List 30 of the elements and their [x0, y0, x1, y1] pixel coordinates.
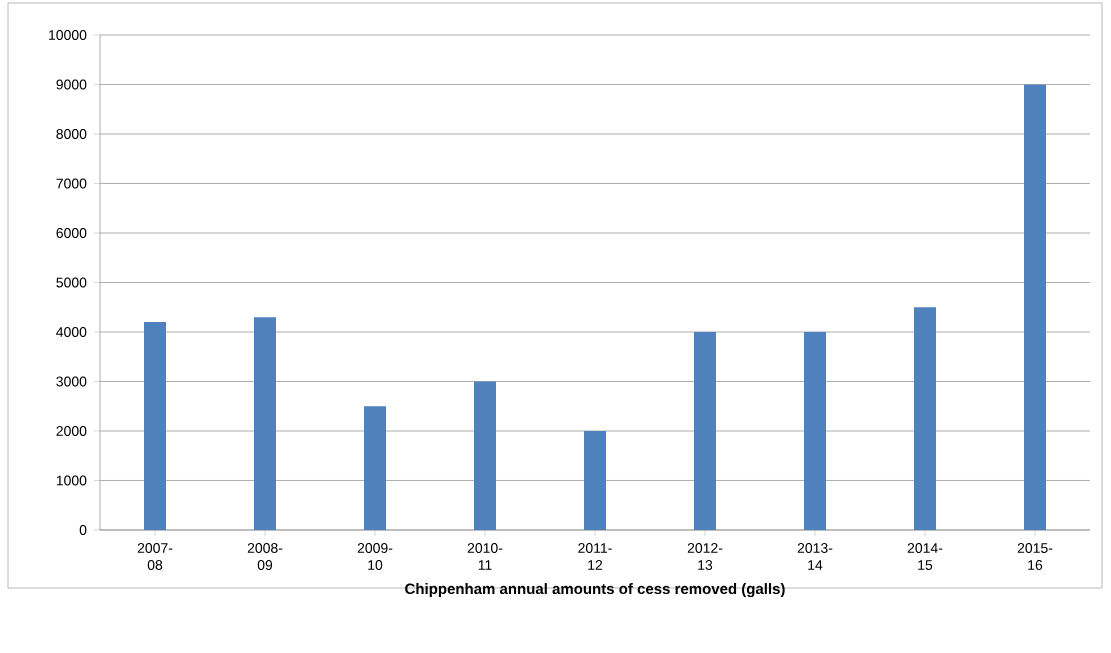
- bar: [804, 332, 826, 530]
- x-tick-label: 2013-14: [797, 543, 833, 570]
- y-tick-label: 8000: [56, 129, 87, 139]
- bar: [1023, 84, 1046, 530]
- bar: [474, 381, 496, 530]
- y-tick-label: 7000: [56, 178, 87, 189]
- y-tick-label: 3000: [56, 376, 87, 387]
- bar: [914, 307, 936, 530]
- bar: [584, 431, 606, 530]
- x-tick-label: 2015-16: [1017, 543, 1053, 570]
- bar: [254, 317, 276, 530]
- x-tick-label: 2009-10: [357, 543, 393, 570]
- bar: [144, 322, 167, 530]
- x-tick-label: 2010-11: [467, 543, 503, 570]
- x-tick-label: 2012-13: [687, 543, 723, 570]
- x-tick-label: 2014-15: [907, 543, 943, 570]
- bar: [694, 332, 716, 530]
- bar: [364, 406, 386, 530]
- y-tick-label: 5000: [56, 277, 87, 288]
- text: Chippenham annual amounts of cess removed (galls): [405, 583, 785, 598]
- y-tick-label: 10000: [49, 30, 87, 40]
- x-tick-label: 2011-12: [578, 543, 612, 570]
- y-tick-label: 6000: [56, 228, 87, 238]
- y-tick-label: 4000: [56, 327, 87, 337]
- y-tick-label: 2000: [56, 426, 87, 436]
- x-tick-label: 2008-09: [247, 543, 283, 570]
- y-tick-label: 0: [79, 525, 87, 535]
- x-tick-label: 2007-08: [137, 543, 173, 570]
- y-tick-label: 1000: [56, 475, 87, 486]
- y-tick-label: 9000: [56, 79, 87, 90]
